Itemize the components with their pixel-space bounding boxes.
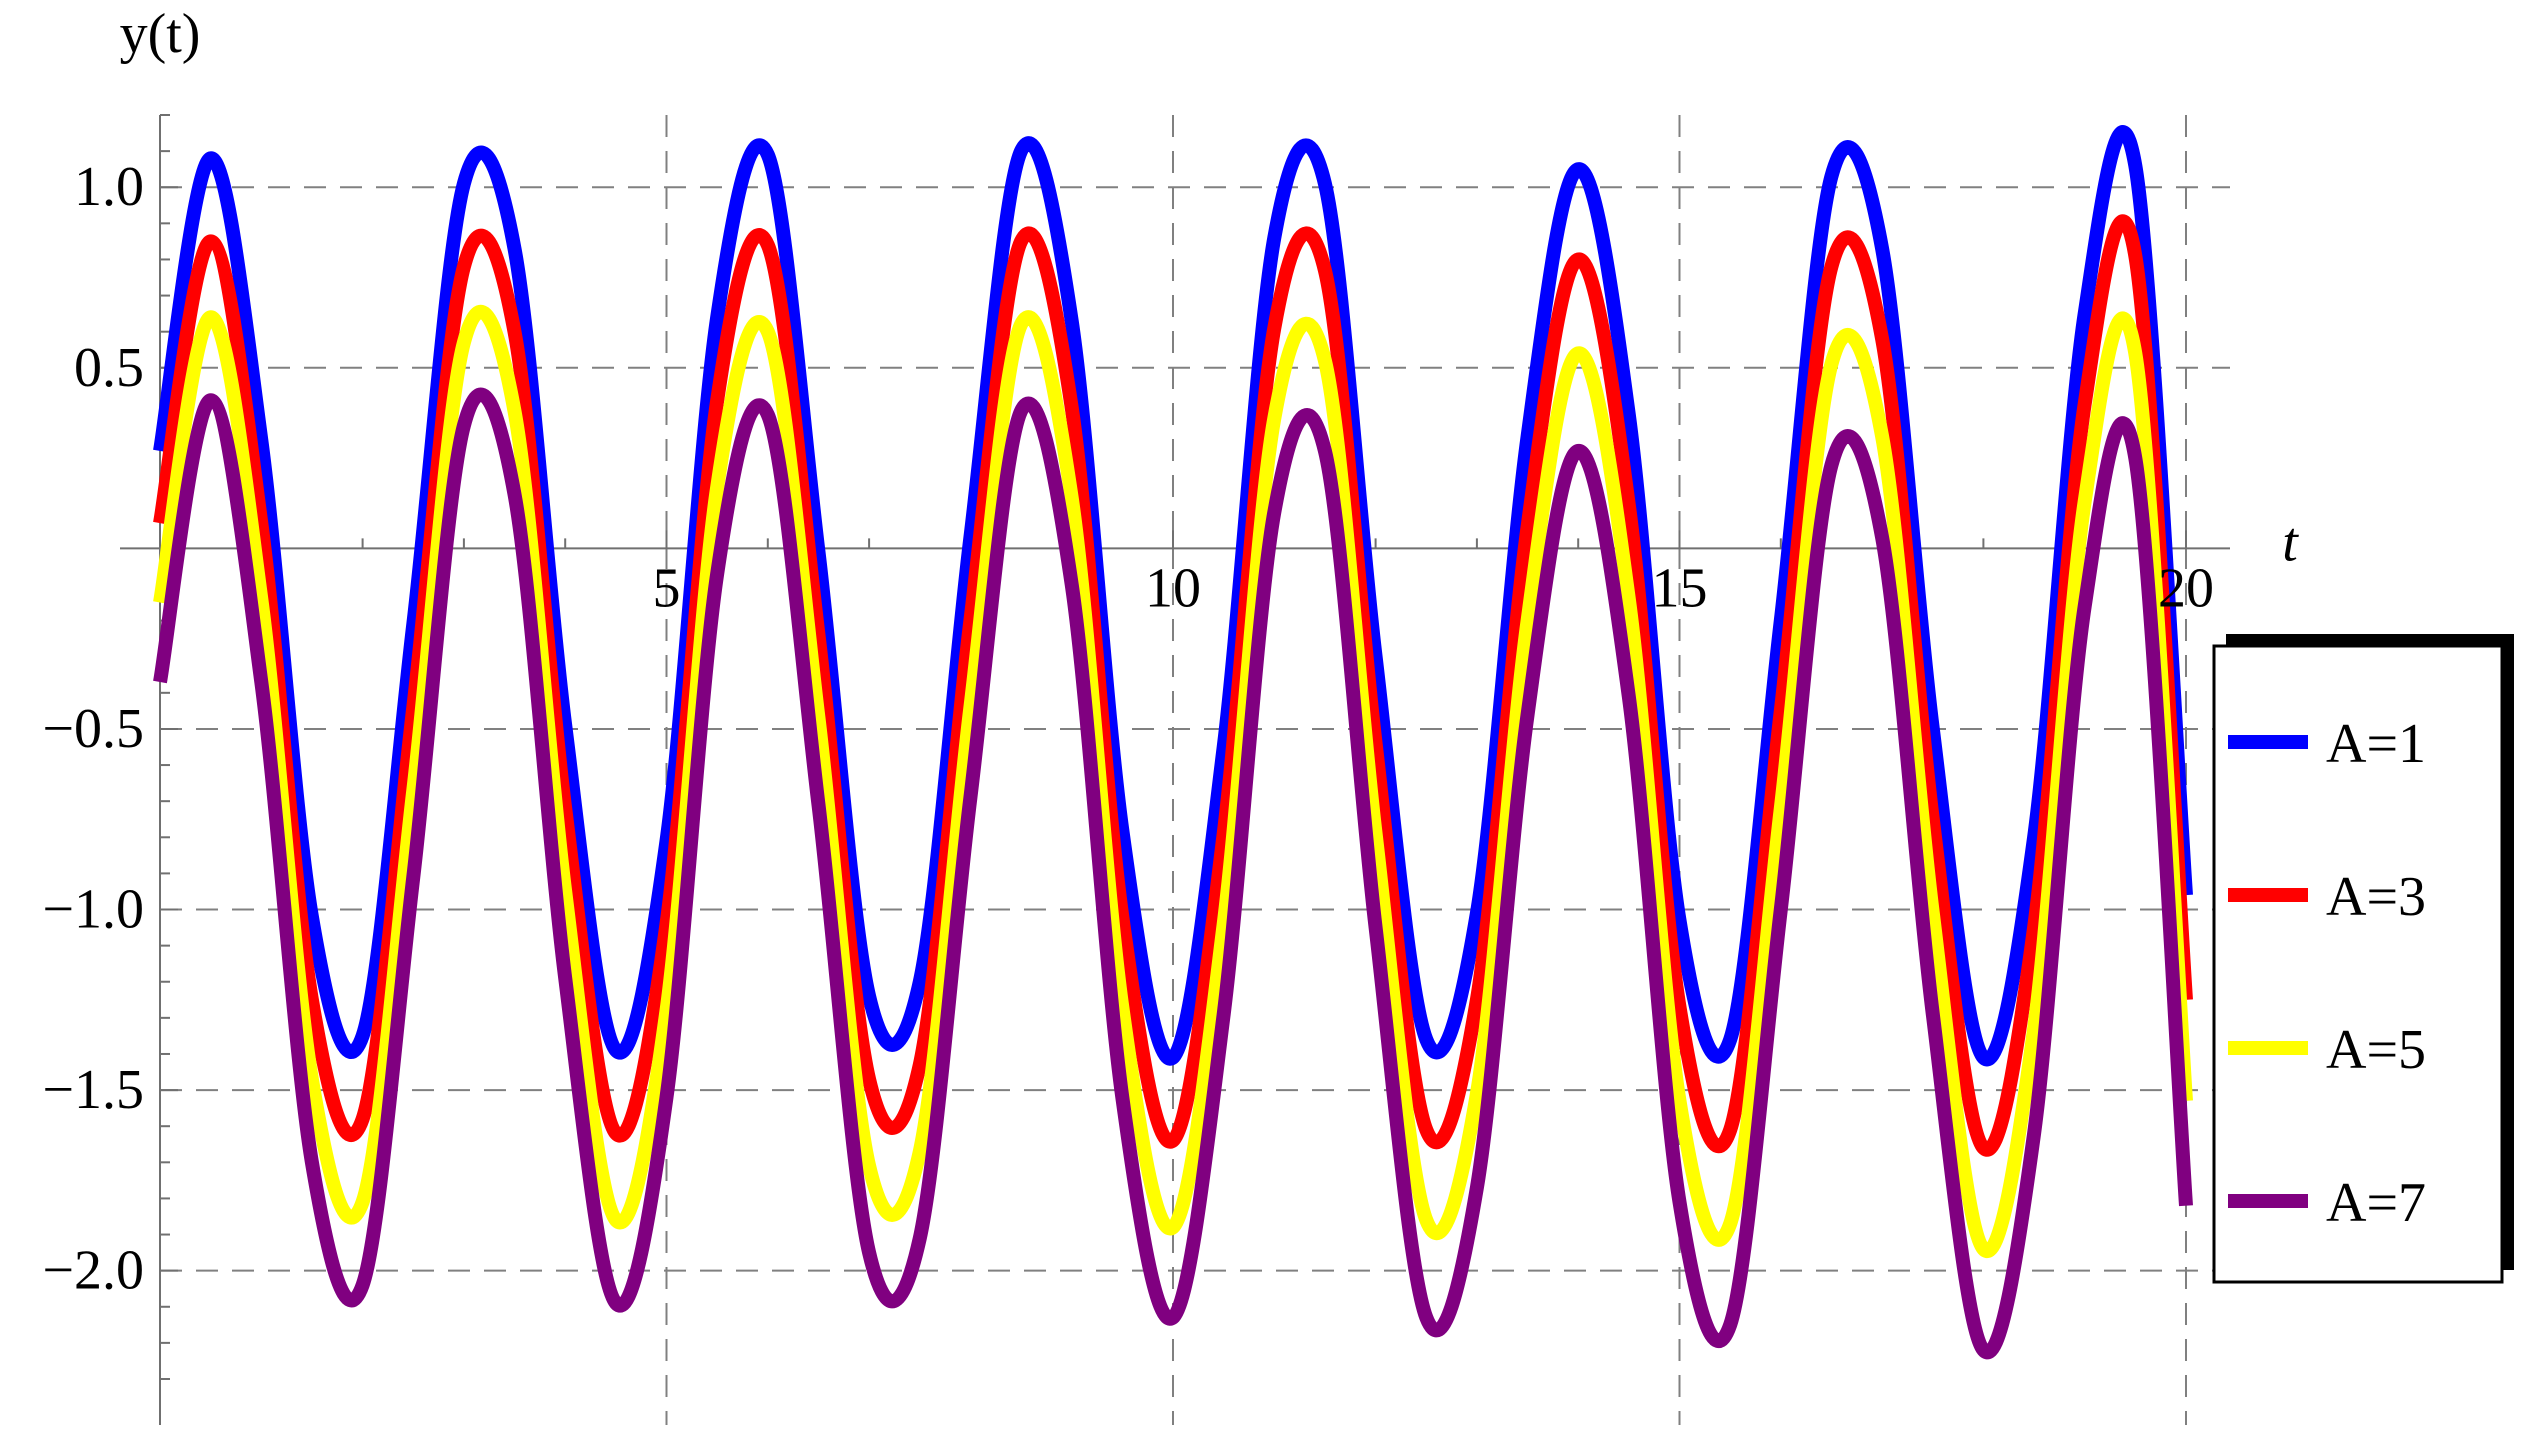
legend-label-a-1: A=1 xyxy=(2326,713,2426,775)
series-line-a-3 xyxy=(153,214,2193,1157)
x-tick-label: 5 xyxy=(653,557,681,619)
y-tick-label: −0.5 xyxy=(42,698,144,760)
series-lines xyxy=(153,125,2193,1360)
x-axis-title: t xyxy=(2282,511,2299,573)
x-tick-label: 10 xyxy=(1145,557,1201,619)
y-tick-label: −2.0 xyxy=(42,1240,144,1302)
y-tick-label: −1.5 xyxy=(42,1059,144,1121)
legend: A=1 A=3 A=5 A=7 xyxy=(2212,634,2514,1284)
y-tick-label: −1.0 xyxy=(42,879,144,941)
x-tick-label: 15 xyxy=(1652,557,1708,619)
series-line-a-1 xyxy=(153,125,2193,1067)
x-tick-label: 20 xyxy=(2158,557,2214,619)
y-axis-title: y(t) xyxy=(120,3,201,65)
legend-label-a-7: A=7 xyxy=(2326,1172,2426,1234)
y-tick-label: 1.0 xyxy=(74,156,144,218)
legend-label-a-5: A=5 xyxy=(2326,1019,2426,1081)
axis-labels: 5 10 15 20 1.0 0.5 −0.5 −1.0 −1.5 −2.0 t y(t) xyxy=(42,3,2299,1302)
series-line-a-5 xyxy=(153,304,2193,1259)
legend-label-a-3: A=3 xyxy=(2326,866,2426,928)
series-line-a-7 xyxy=(153,387,2193,1360)
y-tick-label: 0.5 xyxy=(74,337,144,399)
legend-box xyxy=(2212,644,2504,1284)
